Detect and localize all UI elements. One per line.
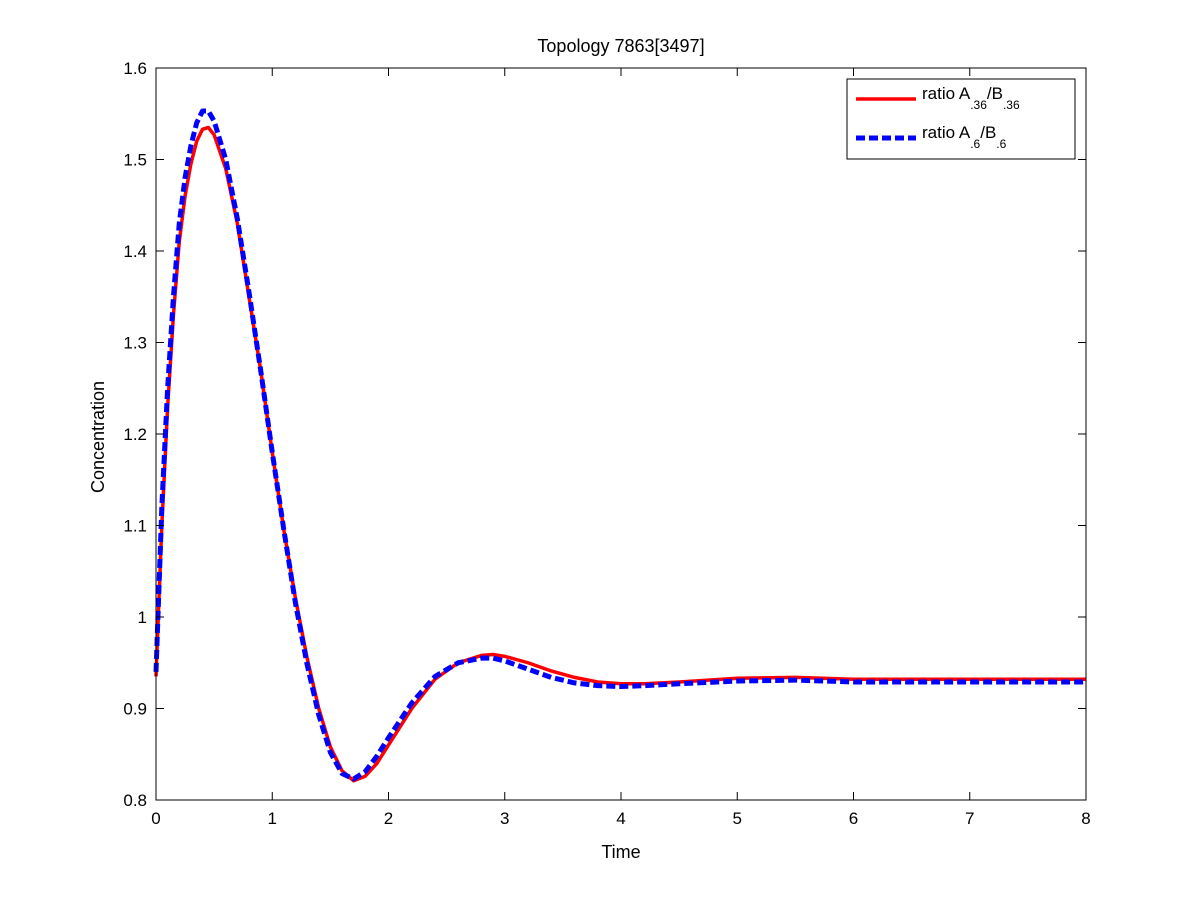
legend-entry-series-1: ratio A.36/B.36 (922, 84, 1020, 112)
y-tick-label: 1 (138, 608, 147, 627)
x-axis-label: Time (601, 842, 640, 862)
series-line-2 (153, 108, 1086, 782)
y-axis-label: Concentration (88, 381, 108, 493)
x-tick-label: 5 (733, 809, 742, 828)
legend-text-mid: /B (980, 123, 996, 142)
legend: ratio A.36/B.36 ratio A.6/B.6 (846, 78, 1076, 160)
x-tick-label: 1 (268, 809, 277, 828)
legend-box (846, 78, 1076, 160)
chart-title: Topology 7863[3497] (537, 36, 704, 56)
legend-entry-series-2: ratio A.6/B.6 (922, 123, 1007, 151)
legend-subscript: .6 (970, 137, 980, 151)
x-tick-label: 0 (151, 809, 160, 828)
y-tick-label: 1.1 (123, 517, 147, 536)
y-tick-label: 1.6 (123, 59, 147, 78)
x-tick-label: 3 (500, 809, 509, 828)
legend-text-prefix: ratio A (922, 123, 971, 142)
y-tick-label: 1.5 (123, 151, 147, 170)
x-tick-label: 6 (849, 809, 858, 828)
x-tick-label: 4 (616, 809, 625, 828)
legend-subscript: .6 (996, 137, 1006, 151)
y-tick-label: 1.2 (123, 425, 147, 444)
x-tick-label: 7 (965, 809, 974, 828)
y-tick-label: 0.9 (123, 700, 147, 719)
legend-subscript: .36 (1003, 98, 1020, 112)
y-tick-label: 0.8 (123, 791, 147, 810)
legend-subscript: .36 (970, 98, 987, 112)
legend-text-prefix: ratio A (922, 84, 971, 103)
y-tick-label: 1.3 (123, 334, 147, 353)
x-tick-label: 8 (1081, 809, 1090, 828)
x-tick-label: 2 (384, 809, 393, 828)
legend-text-mid: /B (987, 84, 1003, 103)
y-tick-label: 1.4 (123, 242, 147, 261)
